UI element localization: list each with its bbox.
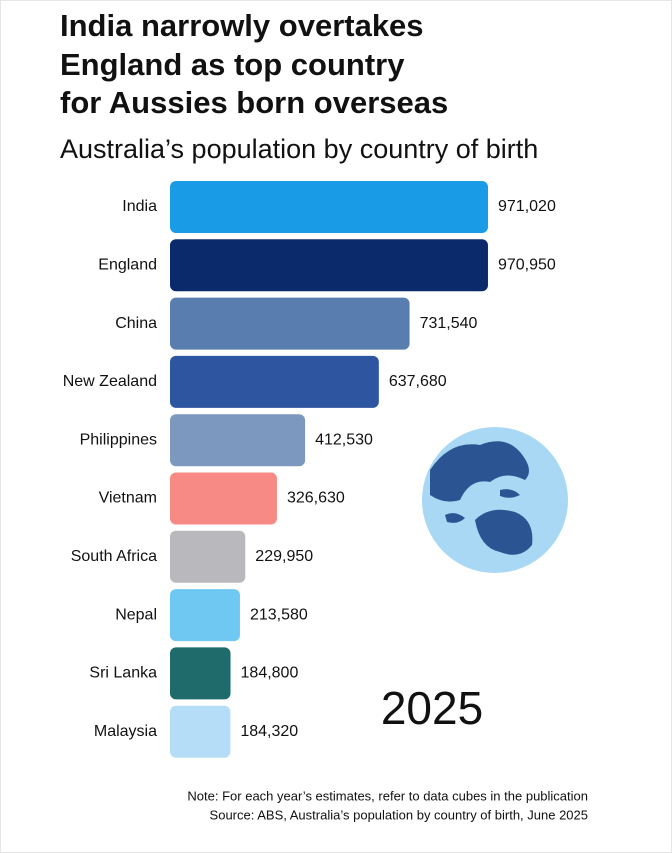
category-label: South Africa [71,548,157,565]
chart-subtitle: Australia’s population by country of bir… [60,134,538,164]
category-label: Nepal [115,606,157,623]
bar [170,589,240,642]
value-label: 970,950 [498,257,556,274]
value-label: 971,020 [498,198,556,215]
bar [170,647,231,700]
value-label: 637,680 [389,373,447,390]
value-label: 731,540 [420,315,478,332]
chart-title: England as top country [60,47,405,82]
bar [170,530,246,583]
bar [170,414,306,467]
category-label: England [98,257,157,274]
chart-title: India narrowly overtakes [60,8,424,43]
chart-title: for Aussies born overseas [60,85,448,120]
category-label: Philippines [80,431,157,448]
bar [170,705,231,758]
value-label: 326,630 [287,490,345,507]
value-label: 229,950 [255,548,313,565]
value-label: 184,320 [240,723,298,740]
category-label: New Zealand [63,373,157,390]
source: Source: ABS, Australia’s population by c… [210,807,588,822]
year-annotation: 2025 [381,682,483,734]
bar [170,181,488,233]
category-label: China [115,315,157,332]
value-label: 184,800 [241,665,299,682]
category-label: Malaysia [94,723,157,740]
category-label: India [122,198,157,215]
bar [170,355,379,408]
bar [170,239,488,292]
category-label: Sri Lanka [89,665,157,682]
globe [422,427,568,573]
value-label: 213,580 [250,606,308,623]
note: Note: For each year’s estimates, refer t… [187,788,588,803]
category-label: Vietnam [99,490,157,507]
bar [170,472,277,525]
value-label: 412,530 [315,431,373,448]
bar [170,297,410,350]
